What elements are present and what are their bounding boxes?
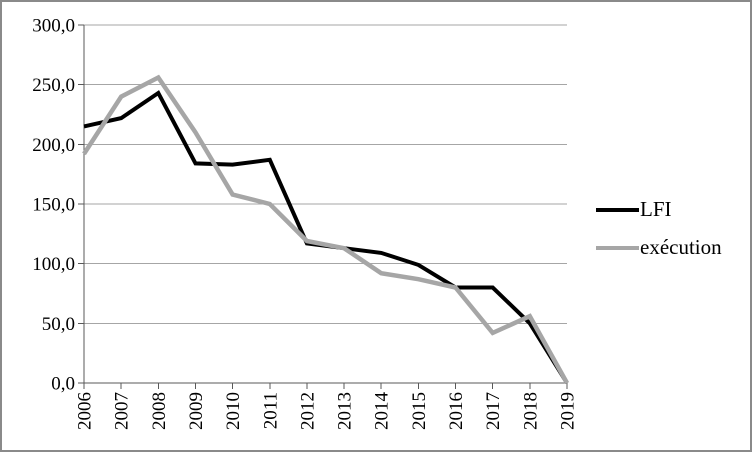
- x-axis-label: 2008: [149, 392, 170, 430]
- x-tick-marks: [83, 383, 568, 389]
- x-axis-label: 2019: [558, 392, 579, 430]
- y-axis-label: 250,0: [32, 75, 75, 96]
- series-lines: [82, 74, 569, 385]
- y-axis-label: 150,0: [32, 195, 75, 216]
- y-axis-label: 200,0: [32, 135, 75, 156]
- x-axis-label: 2006: [75, 392, 96, 430]
- x-axis-label: 2011: [260, 392, 281, 429]
- legend-item-lfi: LFI: [596, 197, 722, 222]
- y-axis-label: 100,0: [32, 254, 75, 275]
- x-axis-label: 2009: [186, 392, 207, 430]
- series-line-lfi: [83, 90, 569, 385]
- y-axis-labels: 0,0 50,0 100,0 150,0 200,0 250,0 300,0: [32, 16, 75, 395]
- legend-label-execution: exécution: [640, 235, 722, 259]
- y-axis-label: 0,0: [51, 374, 75, 395]
- x-axis-label: 2015: [409, 392, 430, 430]
- x-axis-label: 2007: [112, 392, 133, 430]
- y-axis-label: 300,0: [32, 16, 75, 37]
- x-axis-label: 2014: [372, 392, 393, 431]
- legend-label-lfi: LFI: [640, 197, 672, 221]
- x-axis-label: 2013: [335, 392, 356, 430]
- x-axis-labels: 2006 2007 2008 2009 2010 2011 2012 2013 2014 2015…: [75, 392, 579, 431]
- y-tick-marks: [78, 24, 84, 384]
- lfi-line-marker: [596, 207, 639, 212]
- series-line-execution: [82, 74, 569, 385]
- x-axis-label: 2016: [446, 392, 467, 430]
- x-axis-label: 2012: [297, 392, 318, 430]
- x-axis-label: 2010: [223, 392, 244, 430]
- execution-line-marker: [596, 245, 639, 250]
- gridlines: [84, 24, 567, 324]
- y-axis-label: 50,0: [42, 314, 75, 335]
- legend: LFI exécution: [596, 197, 722, 260]
- legend-item-execution: exécution: [596, 235, 722, 260]
- x-axis-label: 2018: [520, 392, 541, 430]
- x-axis-label: 2017: [483, 392, 504, 430]
